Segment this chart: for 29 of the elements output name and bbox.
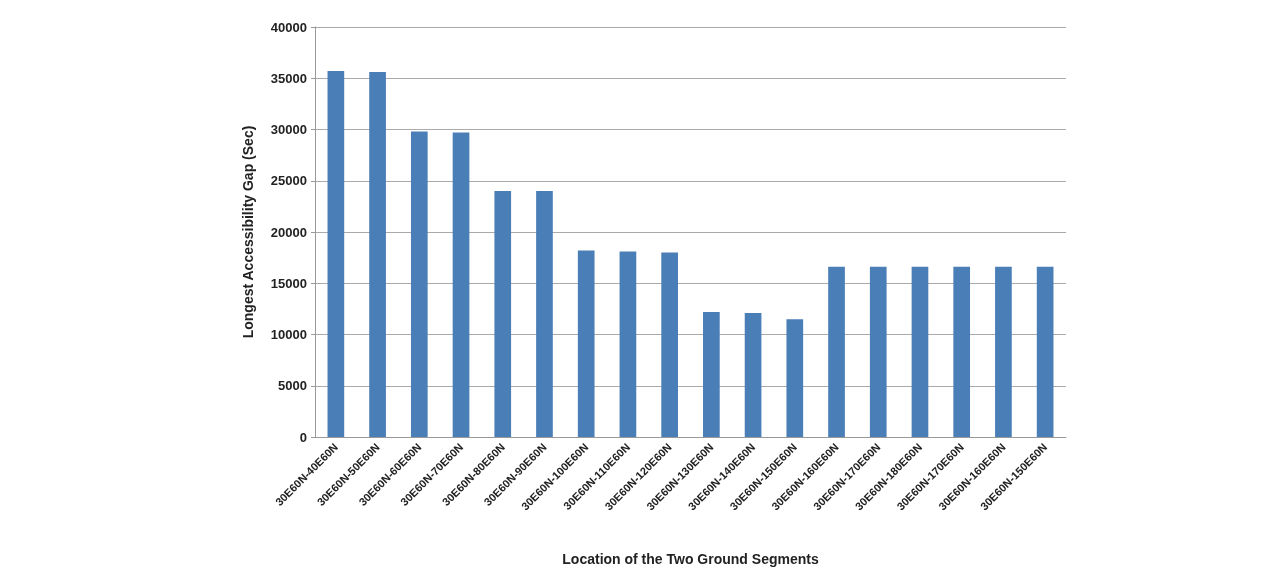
bar bbox=[703, 311, 720, 437]
x-axis-title: Location of the Two Ground Segments bbox=[562, 551, 819, 567]
bar bbox=[828, 266, 845, 437]
bar bbox=[536, 191, 553, 437]
bar bbox=[452, 132, 470, 437]
bar bbox=[577, 250, 595, 437]
y-tick-label: 25000 bbox=[270, 173, 307, 189]
bar bbox=[1036, 266, 1054, 437]
y-tick-label: 15000 bbox=[270, 275, 307, 291]
bar bbox=[911, 266, 929, 437]
bar bbox=[744, 312, 762, 437]
y-axis-title: Longest Accessibility Gap (Sec) bbox=[240, 125, 256, 339]
y-tick-label: 5000 bbox=[278, 378, 307, 394]
bar bbox=[869, 266, 887, 437]
bar bbox=[494, 191, 512, 437]
bar bbox=[619, 251, 637, 437]
bar bbox=[953, 266, 971, 437]
y-tick-label: 20000 bbox=[270, 224, 307, 240]
bar bbox=[369, 72, 386, 437]
bar bbox=[410, 131, 428, 437]
bar bbox=[995, 266, 1012, 437]
bar bbox=[661, 252, 678, 437]
y-tick-label: 40000 bbox=[270, 19, 307, 35]
y-tick-label: 10000 bbox=[270, 327, 307, 342]
y-tick-label: 30000 bbox=[270, 122, 307, 137]
bar bbox=[327, 71, 345, 437]
bar bbox=[786, 319, 804, 437]
y-tick-label: 35000 bbox=[270, 70, 307, 86]
y-tick-label: 0 bbox=[299, 429, 307, 445]
